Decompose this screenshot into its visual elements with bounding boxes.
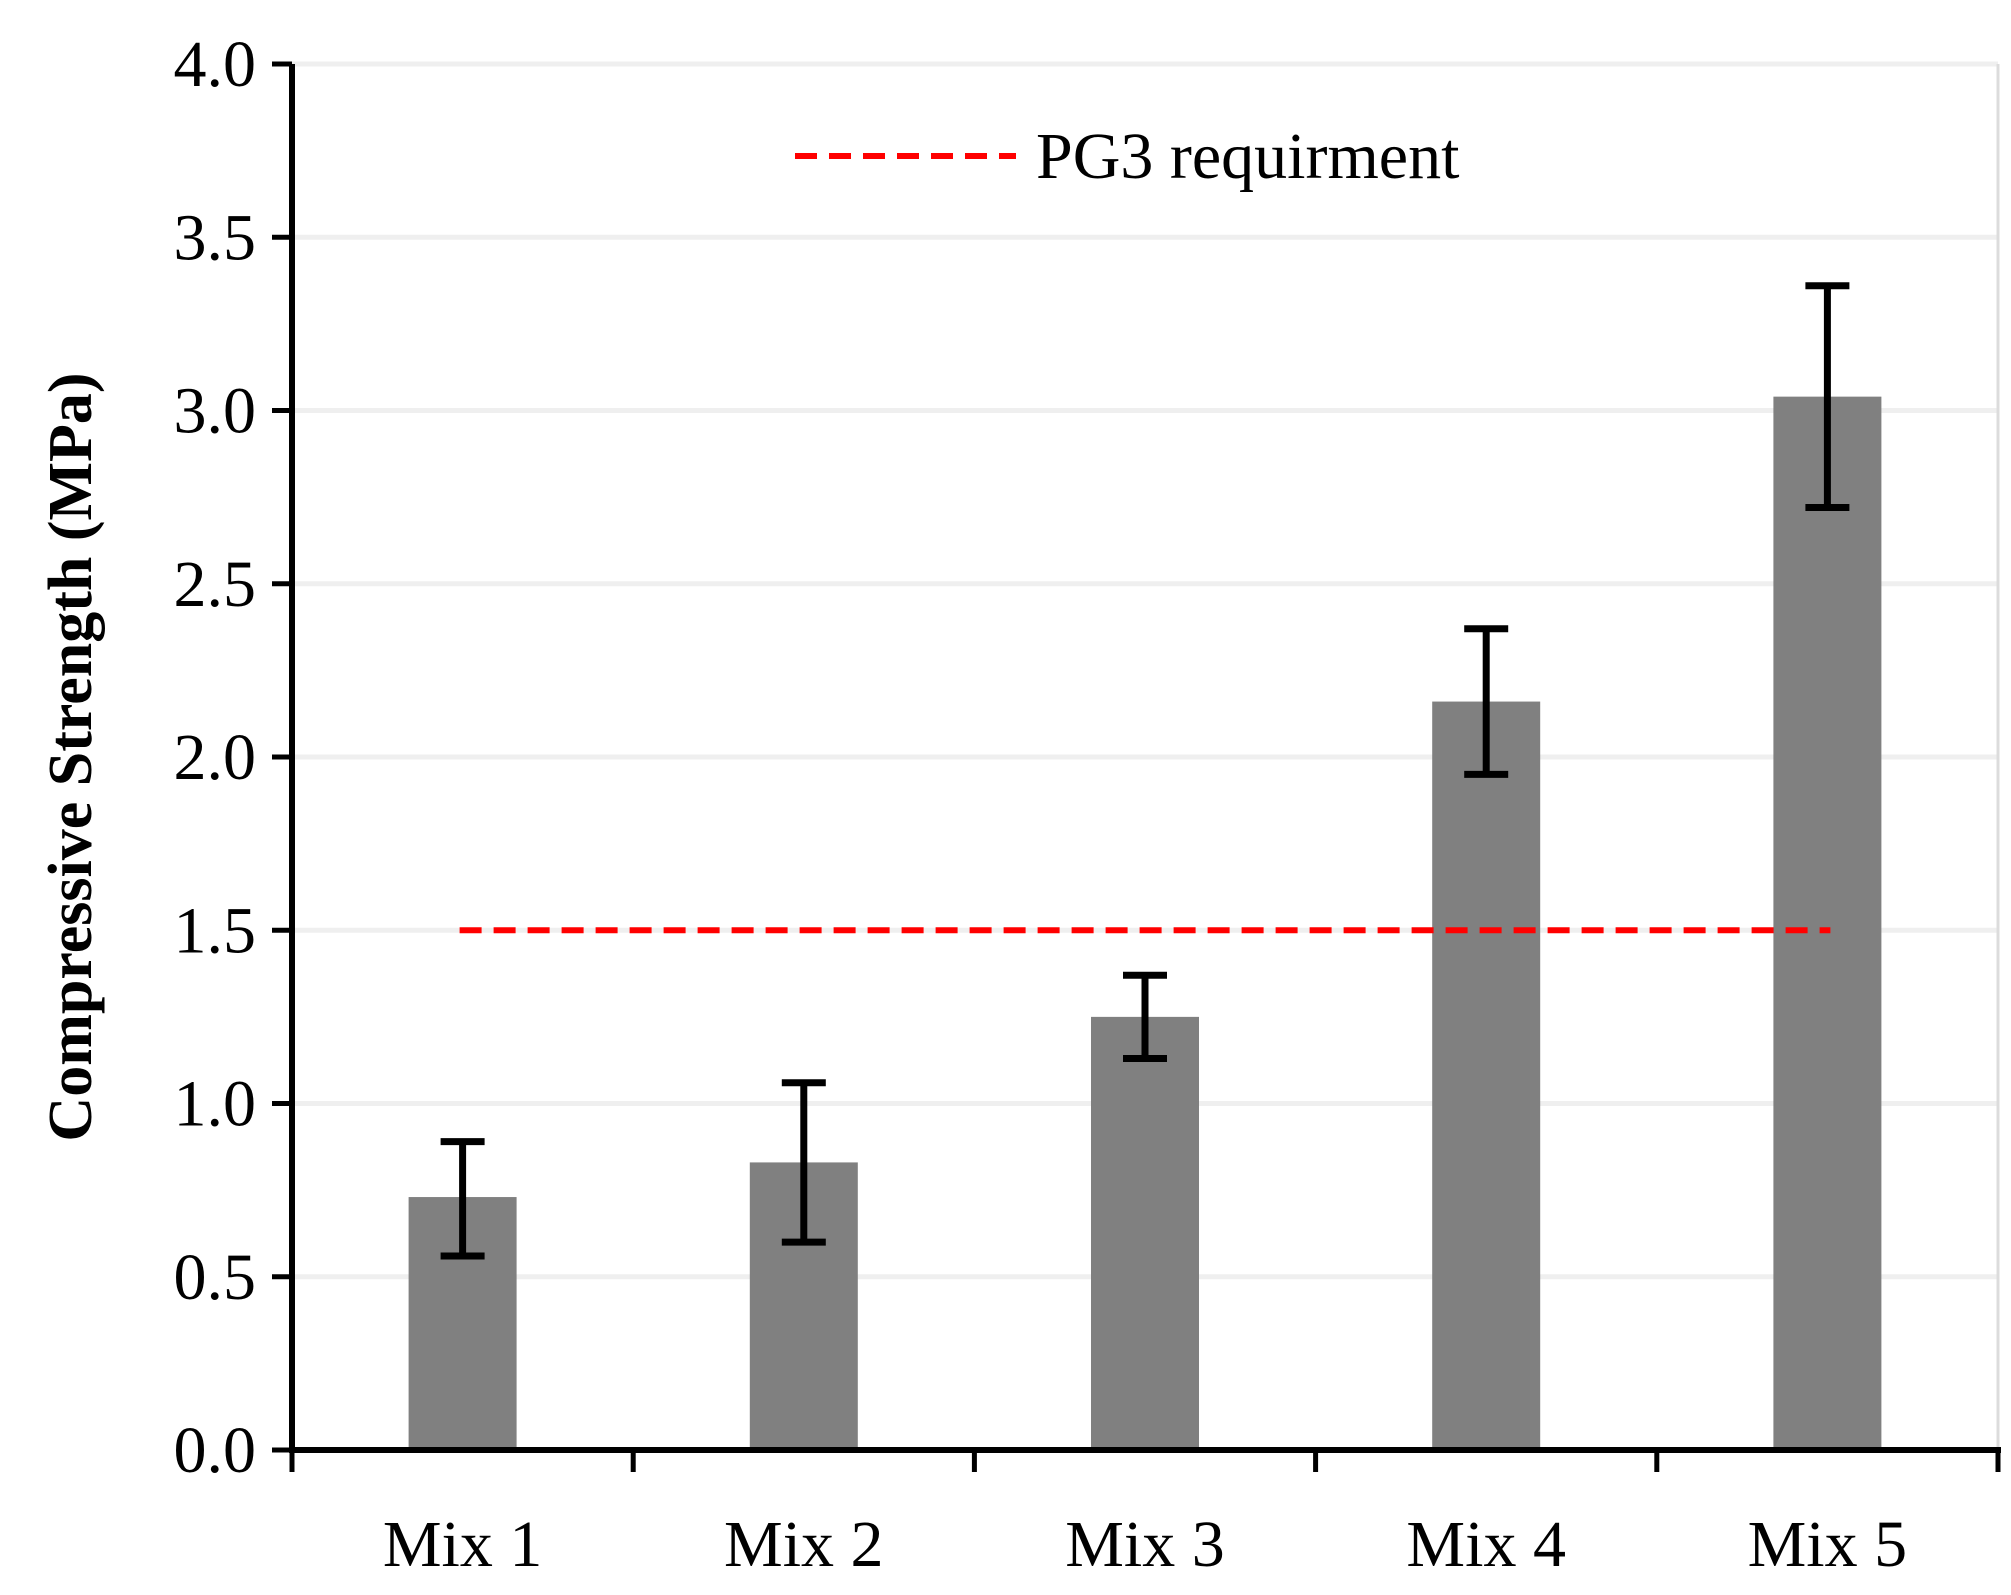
bar-3 (1091, 1016, 1199, 1450)
x-category-label: Mix 1 (383, 1508, 543, 1581)
error-bars (440, 282, 1850, 1260)
x-category-label: Mix 3 (1065, 1508, 1225, 1581)
legend-label: PG3 requirment (1036, 120, 1459, 193)
y-axis-title: Compressive Strength (MPa) (37, 372, 105, 1141)
y-tick-label: 1.0 (174, 1068, 257, 1141)
x-category-label: Mix 5 (1748, 1508, 1908, 1581)
bar-4 (1432, 701, 1541, 1450)
y-tick-label: 0.5 (174, 1241, 257, 1314)
y-tick-label: 2.5 (174, 548, 257, 621)
y-tick-label: 3.5 (174, 201, 257, 274)
legend: PG3 requirment (795, 120, 1459, 193)
x-category-label: Mix 4 (1406, 1508, 1566, 1581)
y-tick-label: 3.0 (174, 375, 257, 448)
y-tick-label: 0.0 (174, 1414, 257, 1487)
y-tick-label: 2.0 (174, 721, 257, 794)
bars (408, 396, 1882, 1450)
y-tick-label: 1.5 (174, 894, 257, 967)
labels: 0.0 0.5 1.0 1.5 2.0 2.5 3.0 3.5 4.0 Mix 1 Mix 2 Mix… (37, 28, 1907, 1581)
axes (272, 61, 2001, 1472)
bar-5 (1773, 396, 1882, 1450)
y-tick-label: 4.0 (174, 28, 257, 101)
x-category-label: Mix 2 (724, 1508, 884, 1581)
